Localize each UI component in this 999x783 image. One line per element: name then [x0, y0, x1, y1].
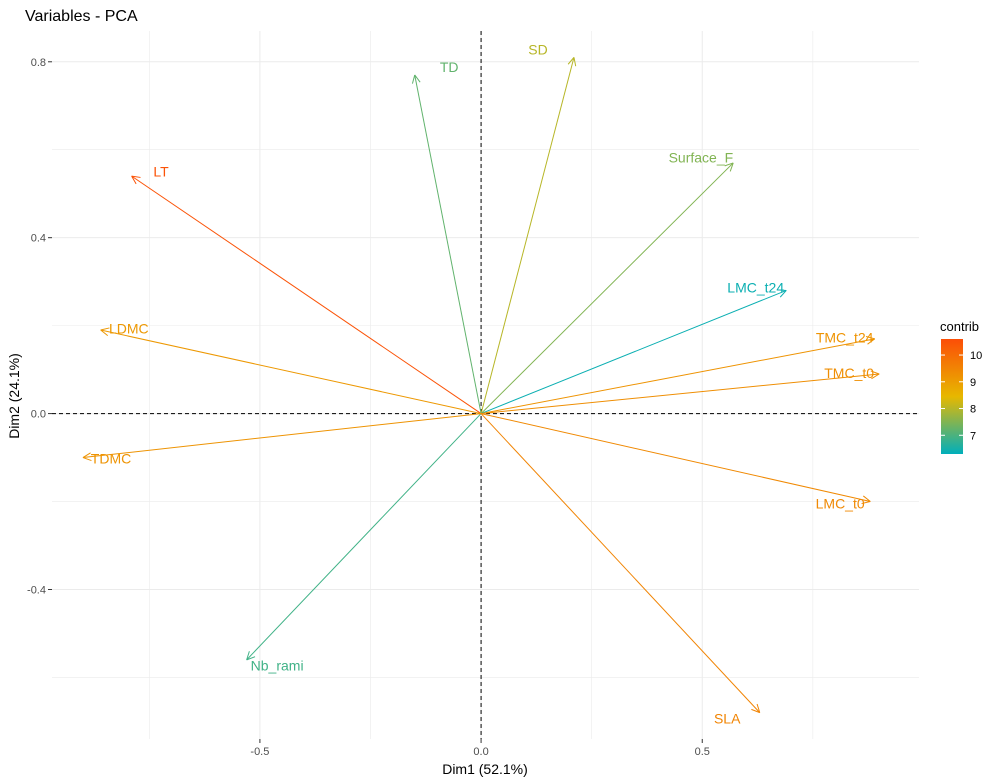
label-lmc-t24: LMC_t24 — [727, 279, 784, 295]
arrow-lmc-t0 — [480, 413, 871, 505]
arrow-sd — [480, 57, 577, 414]
arrow-td — [411, 74, 482, 414]
legend-title: contrib — [940, 319, 979, 334]
label-lmc-t0: LMC_t0 — [816, 495, 865, 511]
variable-labels: LT TD SD Surface_F LMC_t24 TMC_t24 TMC_t0 LMC_t… — [91, 42, 874, 727]
x-tick-label: -0.5 — [250, 746, 269, 758]
legend-tick-label: 10 — [970, 350, 982, 362]
label-lt: LT — [153, 164, 169, 180]
legend-colorbar — [941, 339, 963, 454]
legend-ticks: 10 9 8 7 — [941, 350, 982, 442]
arrow-tdmc — [82, 413, 482, 462]
label-td: TD — [440, 59, 459, 75]
arrow-tmc-t24 — [480, 336, 876, 415]
arrow-tmc-t0 — [481, 370, 880, 415]
legend-tick-label: 7 — [970, 430, 976, 442]
legend: contrib 10 9 8 7 — [940, 319, 982, 454]
y-tick-label: 0.0 — [31, 409, 46, 421]
label-sd: SD — [528, 42, 547, 58]
legend-tick-label: 8 — [970, 404, 976, 416]
label-tmc-t0: TMC_t0 — [824, 365, 874, 381]
label-nb-rami: Nb_rami — [251, 658, 304, 674]
grid — [52, 31, 919, 739]
label-tdmc: TDMC — [91, 450, 131, 466]
y-axis-label: Dim2 (24.1%) — [6, 353, 22, 439]
chart-title: Variables - PCA — [25, 8, 138, 25]
variable-arrows — [82, 57, 880, 714]
arrow-sla — [480, 413, 761, 714]
axis-ticks: -0.5 0.0 0.5 -0.4 0.0 0.4 0.8 — [27, 57, 710, 758]
y-tick-label: 0.4 — [31, 233, 46, 245]
arrow-surface-f — [480, 162, 734, 414]
x-tick-label: 0.5 — [695, 746, 710, 758]
label-surface-f: Surface_F — [669, 149, 734, 165]
arrow-lt — [131, 175, 482, 414]
x-tick-label: 0.0 — [473, 746, 488, 758]
arrow-lmc-t24 — [480, 289, 787, 415]
reference-lines — [52, 31, 919, 739]
x-axis-label: Dim1 (52.1%) — [442, 761, 528, 777]
label-sla: SLA — [714, 710, 741, 726]
y-tick-label: -0.4 — [27, 584, 46, 596]
arrow-nb-rami — [246, 413, 482, 661]
legend-tick-label: 9 — [970, 377, 976, 389]
label-tmc-t24: TMC_t24 — [816, 329, 874, 345]
arrow-ldmc — [100, 327, 482, 415]
y-tick-label: 0.8 — [31, 57, 46, 69]
label-ldmc: LDMC — [109, 320, 149, 336]
